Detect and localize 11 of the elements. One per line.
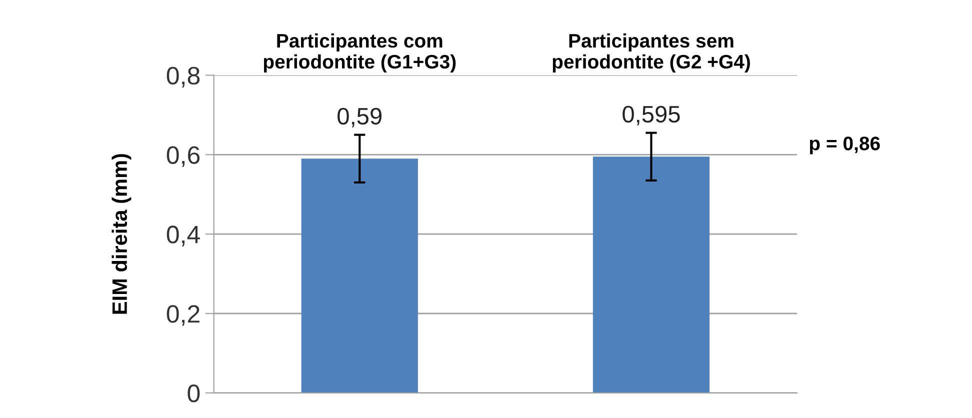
y-tick-label: 0,6 (166, 146, 200, 167)
data-label: 0,59 (338, 108, 382, 128)
y-axis-title: EIM direita (mm) (112, 154, 132, 314)
x-tick-label: Participantes com periodontite (G1+G3) (264, 33, 456, 72)
y-tick-label: 0,2 (166, 305, 200, 326)
data-label: 0,595 (622, 106, 680, 126)
text: p = 0,86 (810, 136, 880, 154)
y-tick-label: 0,4 (166, 226, 200, 246)
x-tick-label: Participantes sem periodontite (G2 +G4) (552, 33, 750, 72)
y-tick-label: 0,8 (166, 66, 200, 88)
y-tick-label: 0 (188, 384, 200, 402)
